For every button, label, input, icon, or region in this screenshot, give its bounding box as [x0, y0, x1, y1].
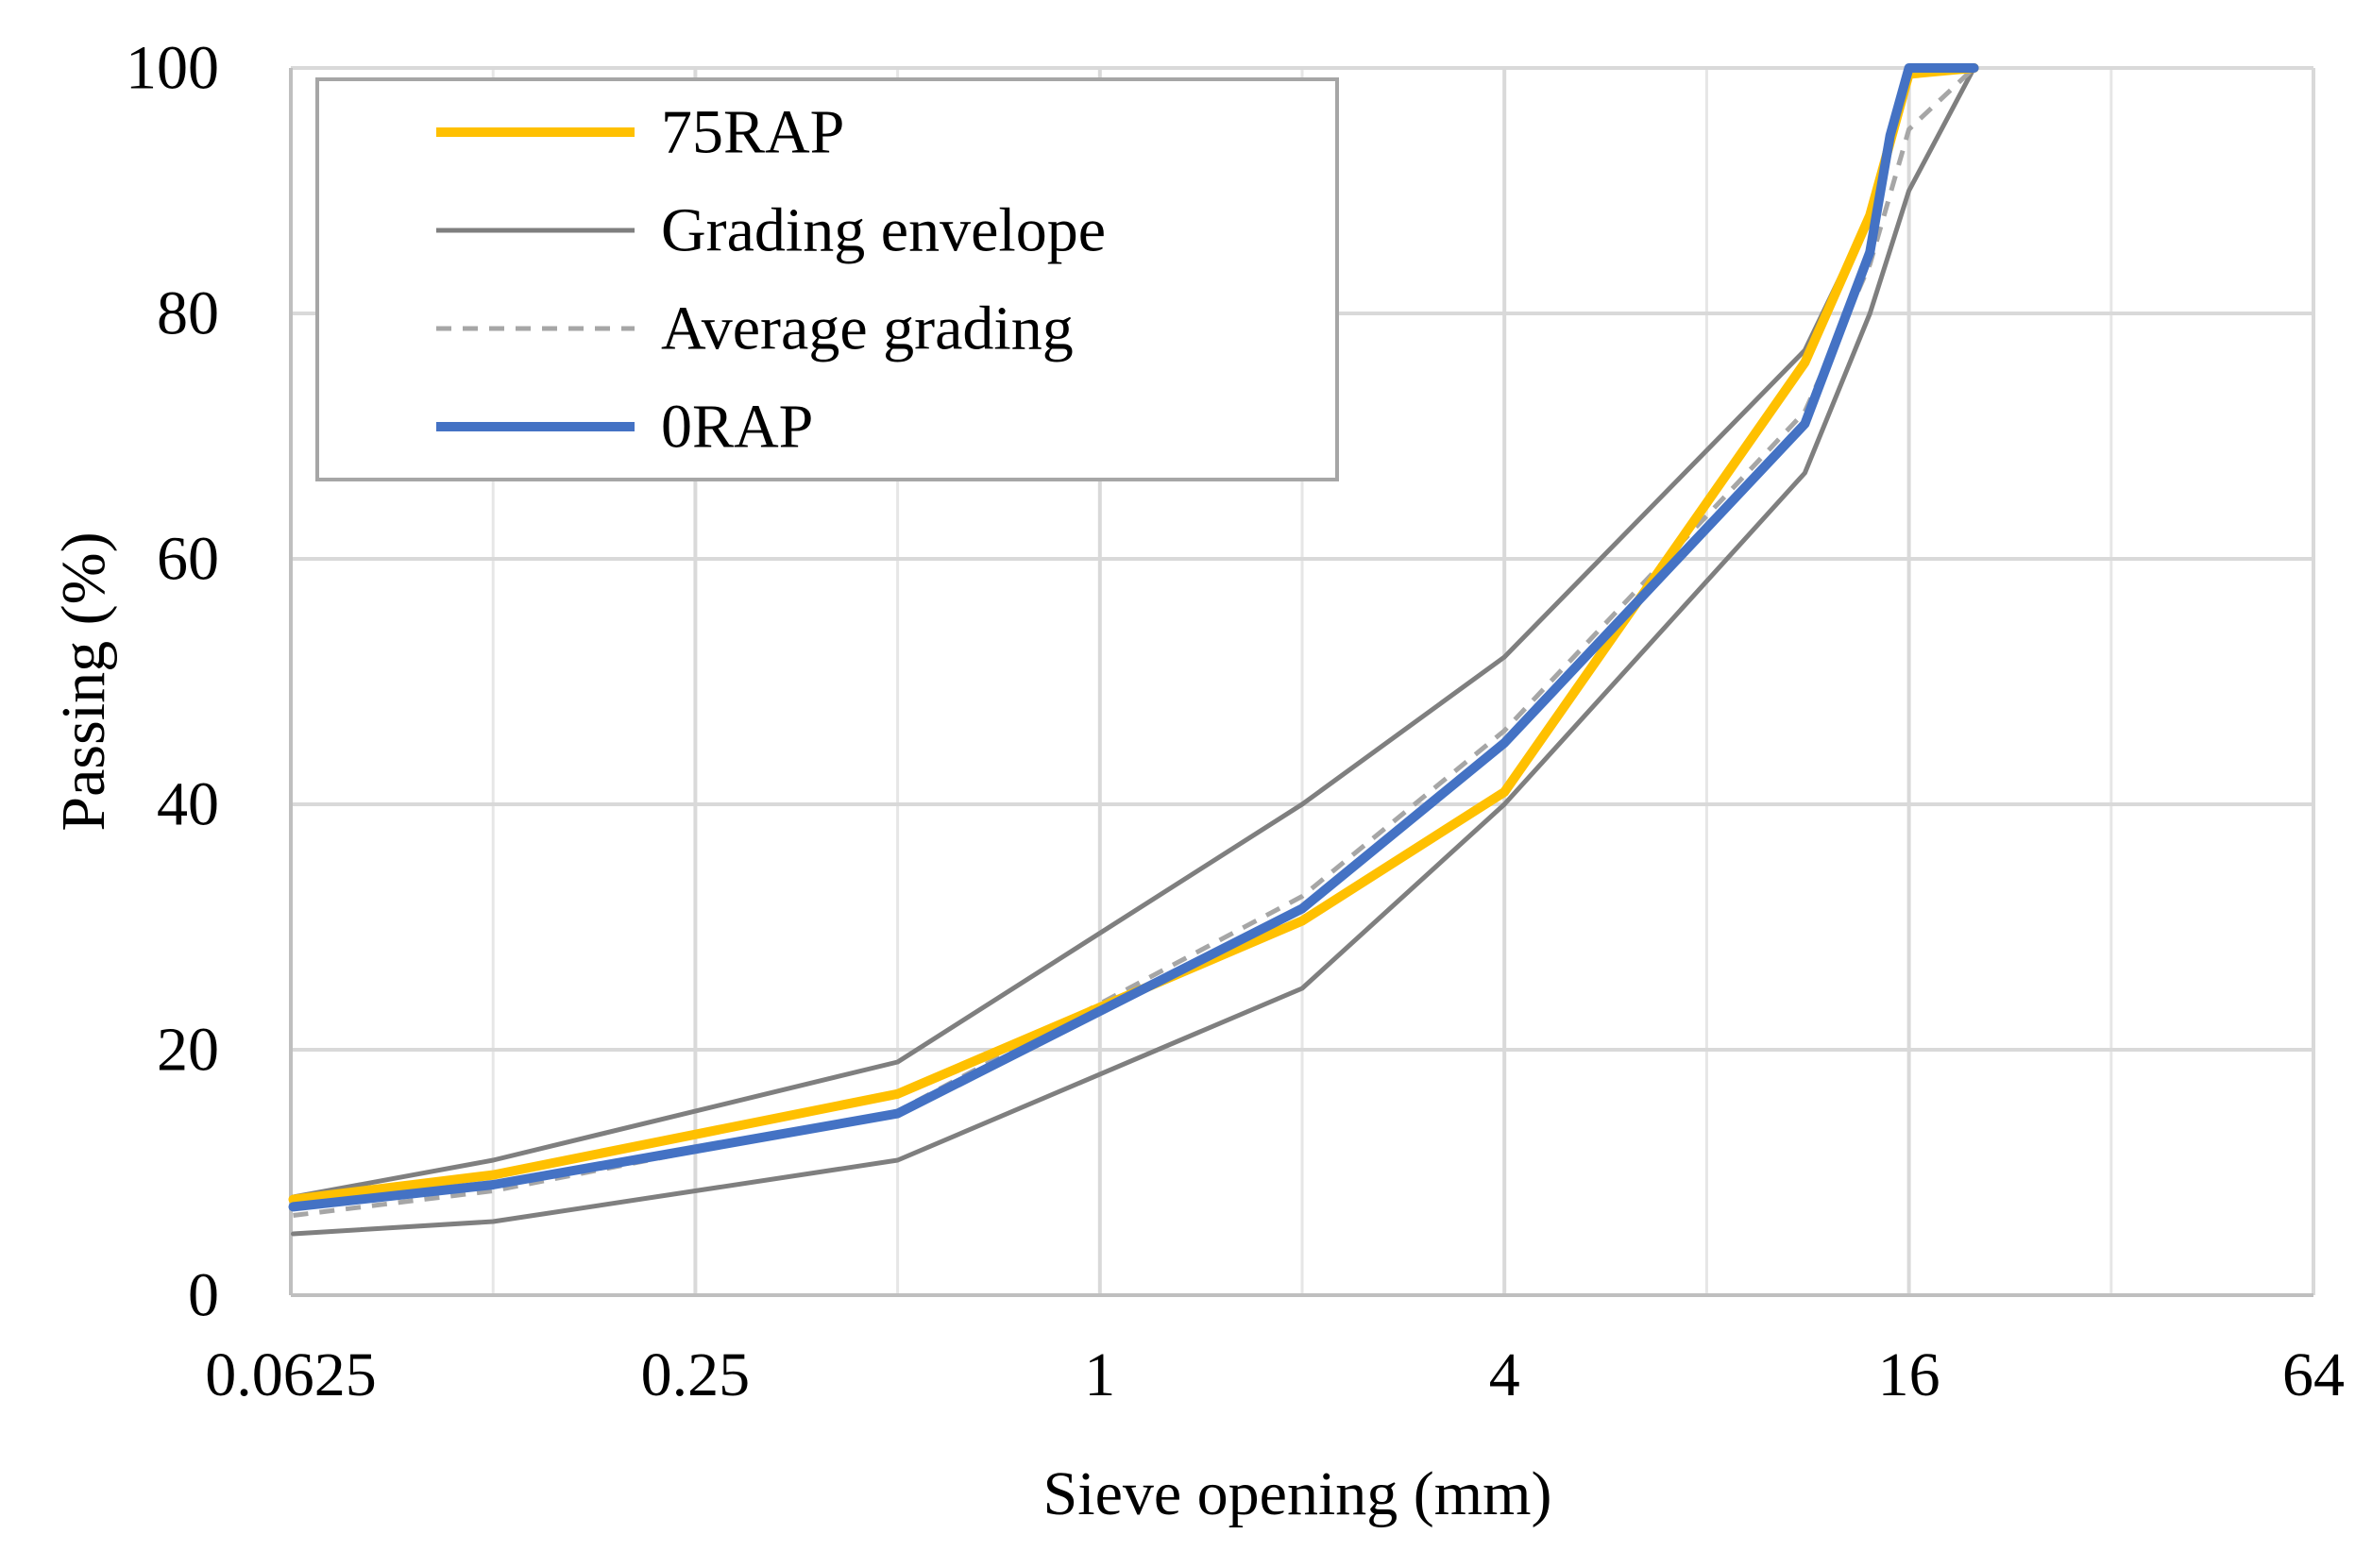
y-tick-label: 0 [188, 1261, 219, 1330]
legend: 75RAP Grading envelope Average grading 0RAP [315, 77, 1339, 481]
y-axis-title: Passing (%) [49, 531, 118, 831]
legend-label: 0RAP [661, 393, 813, 462]
series-line-grading-envelope-lower [291, 65, 1977, 1237]
x-tick-label: 64 [2282, 1340, 2345, 1409]
y-tick-label: 20 [157, 1016, 219, 1085]
x-tick-label: 4 [1489, 1340, 1520, 1409]
y-tick-label: 80 [157, 279, 219, 348]
labels-layer: 0 20 40 60 80 100 0.0625 0.25 1 4 16 64 Sieve openin… [49, 34, 2345, 1529]
series-line-0rap [288, 63, 1979, 1212]
x-tick-label: 0.0625 [205, 1340, 377, 1409]
y-tick-label: 40 [157, 770, 219, 839]
y-tick-label: 100 [126, 34, 219, 103]
legend-label: 75RAP [661, 98, 844, 167]
x-axis-title: Sieve opening (mm) [1043, 1459, 1552, 1528]
series-line-average-grading [293, 66, 1976, 1218]
x-tick-label: 1 [1084, 1340, 1115, 1409]
legend-box [315, 77, 1339, 481]
legend-label: Average grading [661, 295, 1074, 363]
x-tick-label: 0.25 [641, 1340, 751, 1409]
series-layer [288, 63, 1979, 1237]
y-tick-label: 60 [157, 525, 219, 594]
legend-label: Grading envelope [661, 196, 1106, 265]
x-tick-label: 16 [1878, 1340, 1940, 1409]
axes-layer [289, 68, 2313, 1297]
